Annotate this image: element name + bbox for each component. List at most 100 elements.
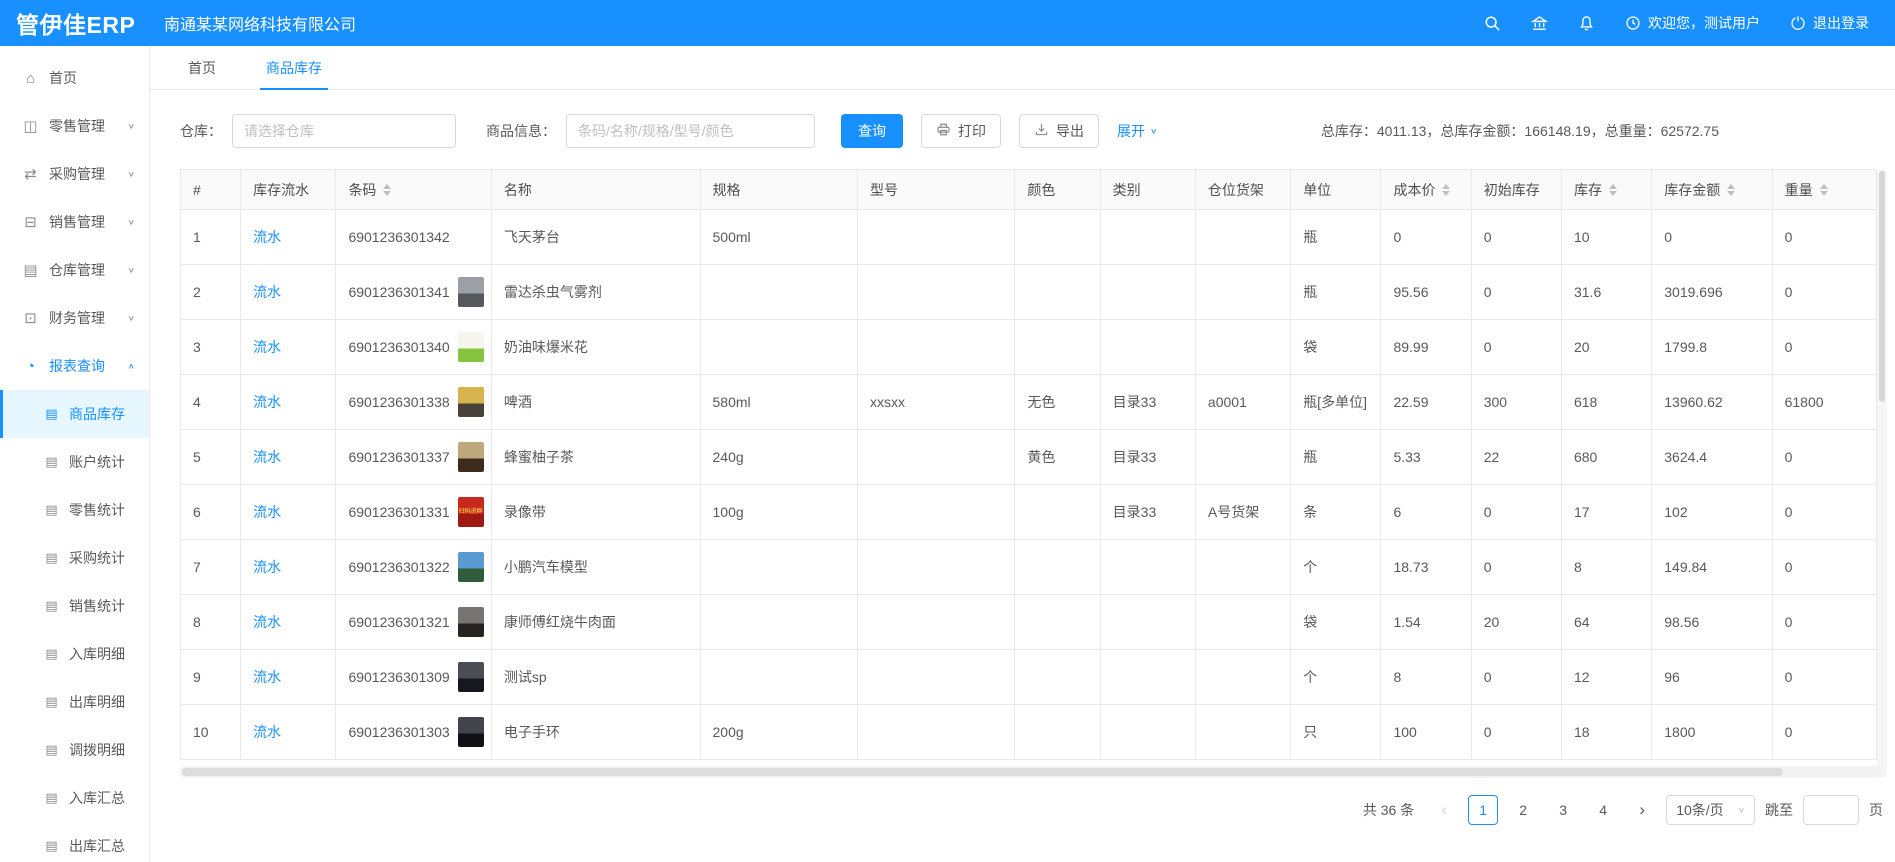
sort-icon[interactable] xyxy=(1727,183,1736,196)
chevron-down-icon: ∨ xyxy=(127,169,135,179)
product-thumbnail[interactable] xyxy=(457,717,484,747)
column-header-unit: 单位 xyxy=(1290,169,1382,210)
search-button[interactable]: 查询 xyxy=(841,114,903,148)
horizontal-scrollbar-thumb[interactable] xyxy=(182,768,1783,776)
product-thumbnail[interactable] xyxy=(457,662,484,692)
column-header-stock[interactable]: 库存 xyxy=(1560,169,1653,210)
product-thumbnail[interactable]: 扫码进群 xyxy=(457,497,484,527)
cell-unit: 个 xyxy=(1290,649,1382,705)
page-button-2[interactable]: 2 xyxy=(1519,802,1528,818)
tab-home[interactable]: 首页 xyxy=(188,59,216,76)
stock-flow-link[interactable]: 流水 xyxy=(253,559,282,575)
tab-goods-stock[interactable]: 商品库存 xyxy=(260,46,328,90)
cell-category xyxy=(1099,319,1196,375)
page-button-4[interactable]: 4 xyxy=(1599,802,1608,818)
bank-icon[interactable] xyxy=(1531,15,1548,32)
product-thumbnail[interactable] xyxy=(457,607,484,637)
column-header-inner: # xyxy=(193,182,228,198)
vertical-scrollbar[interactable] xyxy=(1877,169,1887,778)
stock-flow-link[interactable]: 流水 xyxy=(253,669,282,685)
product-info-input[interactable] xyxy=(566,114,815,148)
sort-icon[interactable] xyxy=(1819,183,1828,196)
print-button[interactable]: 打印 xyxy=(921,114,1001,148)
export-icon xyxy=(1034,122,1049,140)
stock-flow-link[interactable]: 流水 xyxy=(253,394,282,410)
product-thumbnail[interactable] xyxy=(457,387,484,417)
search-icon[interactable] xyxy=(1484,15,1501,32)
sidebar-subitem-inbound-detail[interactable]: ▤ 入库明细 xyxy=(0,630,149,678)
warehouse-select[interactable] xyxy=(232,114,456,148)
sidebar-item-label: 采购管理 xyxy=(49,166,105,182)
sidebar-item-report[interactable]: ◔ 报表查询 ∧ xyxy=(0,342,149,390)
print-icon xyxy=(936,122,951,140)
barcode-cell: 6901236301303 xyxy=(348,717,484,747)
cell-category: 目录33 xyxy=(1099,374,1196,430)
prev-page-button[interactable]: ‹ xyxy=(1441,800,1448,819)
sidebar-item-finance[interactable]: ⊡ 财务管理 ∨ xyxy=(0,294,149,342)
sidebar-subitem-account-stats[interactable]: ▤ 账户统计 xyxy=(0,438,149,486)
cell-color xyxy=(1014,264,1101,320)
bell-icon[interactable] xyxy=(1578,15,1595,32)
stock-flow-link[interactable]: 流水 xyxy=(253,229,282,245)
export-button[interactable]: 导出 xyxy=(1019,114,1099,148)
cell-index: 4 xyxy=(179,374,242,430)
next-page-button[interactable]: › xyxy=(1639,800,1646,819)
sidebar-subitem-outbound-summary[interactable]: ▤ 出库汇总 xyxy=(0,822,149,862)
column-label: 单位 xyxy=(1303,181,1332,198)
sidebar-subitem-outbound-detail[interactable]: ▤ 出库明细 xyxy=(0,678,149,726)
sort-icon[interactable] xyxy=(1442,183,1451,196)
jump-suffix: 页 xyxy=(1869,802,1883,818)
sidebar-subitem-purchase-stats[interactable]: ▤ 采购统计 xyxy=(0,534,149,582)
column-header-barcode[interactable]: 条码 xyxy=(335,169,492,210)
sidebar-item-warehouse[interactable]: ▤ 仓库管理 ∨ xyxy=(0,246,149,294)
column-header-cost[interactable]: 成本价 xyxy=(1380,169,1472,210)
cell-weight: 0 xyxy=(1771,649,1878,705)
sidebar-item-home[interactable]: ⌂ 首页 xyxy=(0,54,149,102)
column-header-weight[interactable]: 重量 xyxy=(1771,169,1878,210)
cell-barcode: 6901236301331 扫码进群 xyxy=(335,484,492,540)
expand-link[interactable]: 展开 ∨ xyxy=(1117,123,1158,139)
app-logo[interactable]: 管伊佳ERP xyxy=(16,12,136,38)
cell-stock: 31.6 xyxy=(1560,264,1653,320)
sidebar-item-sales[interactable]: ⊟ 销售管理 ∨ xyxy=(0,198,149,246)
column-header-amount[interactable]: 库存金额 xyxy=(1651,169,1773,210)
stock-flow-link[interactable]: 流水 xyxy=(253,504,282,520)
sidebar-subitem-retail-stats[interactable]: ▤ 零售统计 xyxy=(0,486,149,534)
page-button-1[interactable]: 1 xyxy=(1468,795,1499,825)
sidebar-subitem-goods-stock[interactable]: ▤ 商品库存 xyxy=(0,390,149,438)
vertical-scrollbar-thumb[interactable] xyxy=(1879,171,1885,403)
cell-index: 9 xyxy=(179,649,242,705)
cell-color: 黄色 xyxy=(1014,429,1101,485)
page-button-3[interactable]: 3 xyxy=(1559,802,1568,818)
cell-cost: 95.56 xyxy=(1380,264,1472,320)
welcome-user[interactable]: 欢迎您，测试用户 xyxy=(1625,13,1760,33)
cell-flow: 流水 xyxy=(240,539,337,595)
sort-icon[interactable] xyxy=(383,183,392,196)
sidebar-subitem-sales-stats[interactable]: ▤ 销售统计 xyxy=(0,582,149,630)
sidebar-item-retail[interactable]: ◫ 零售管理 ∨ xyxy=(0,102,149,150)
stock-flow-link[interactable]: 流水 xyxy=(253,614,282,630)
stock-flow-link[interactable]: 流水 xyxy=(253,284,282,300)
horizontal-scrollbar[interactable] xyxy=(180,766,1883,778)
column-header-shelf: 仓位货架 xyxy=(1194,169,1292,210)
stock-flow-link[interactable]: 流水 xyxy=(253,724,282,740)
sort-icon[interactable] xyxy=(1608,183,1617,196)
stock-flow-link[interactable]: 流水 xyxy=(253,339,282,355)
cell-cost: 8 xyxy=(1380,649,1472,705)
cell-shelf xyxy=(1194,649,1292,705)
sidebar-subitem-transfer-detail[interactable]: ▤ 调拨明细 xyxy=(0,726,149,774)
jump-label: 跳至 xyxy=(1765,802,1793,818)
product-thumbnail[interactable] xyxy=(457,332,484,362)
cell-barcode: 6901236301341 xyxy=(335,264,492,320)
jump-page-input[interactable] xyxy=(1803,795,1859,825)
page-size-select[interactable]: 10条/页 ∨ xyxy=(1666,795,1755,825)
table-row: 9 流水 6901236301309 测试sp 个 8 0 12 96 0 xyxy=(179,649,1878,705)
product-thumbnail[interactable] xyxy=(457,442,484,472)
sidebar-subitem-inbound-summary[interactable]: ▤ 入库汇总 xyxy=(0,774,149,822)
cell-spec xyxy=(699,264,858,320)
stock-flow-link[interactable]: 流水 xyxy=(253,449,282,465)
product-thumbnail[interactable] xyxy=(457,277,484,307)
product-thumbnail[interactable] xyxy=(457,552,484,582)
logout-button[interactable]: 退出登录 xyxy=(1790,13,1869,33)
sidebar-item-purchase[interactable]: ⇄ 采购管理 ∨ xyxy=(0,150,149,198)
